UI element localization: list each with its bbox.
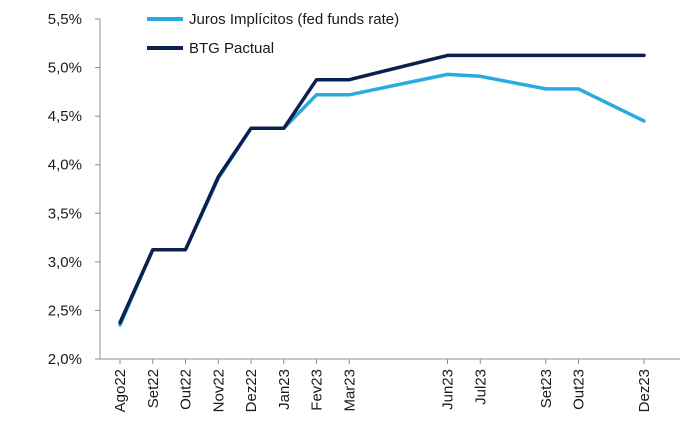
y-tick-label: 4,0% [48, 157, 82, 174]
y-tick-label: 4,5% [48, 108, 82, 125]
axes [95, 18, 680, 364]
legend: Juros Implícitos (fed funds rate) BTG Pac… [147, 11, 399, 57]
y-tick-label: 3,0% [48, 254, 82, 271]
y-tick-label: 5,0% [48, 60, 82, 77]
series-line-0 [118, 72, 646, 327]
y-tick-label: 3,5% [48, 205, 82, 222]
x-tick-labels: Ago22 Set22 Out22 Nov22 Dez22 Jan23 Fev23 Mar23… [112, 369, 653, 412]
x-tick-label: Nov22 [210, 369, 227, 412]
x-tick-label: Ago22 [112, 369, 129, 412]
x-tick-label: Out22 [178, 369, 195, 410]
series-lines [118, 53, 646, 327]
x-tick-label: Out23 [571, 369, 588, 410]
x-tick-label: Fev23 [309, 369, 326, 411]
x-tick-label: Jul23 [472, 369, 489, 405]
series-line-1 [118, 53, 646, 325]
x-tick-label: Jan23 [276, 369, 293, 410]
x-tick-label: Jun23 [440, 369, 457, 410]
x-tick-label: Dez22 [243, 369, 260, 412]
y-tick-label: 2,5% [48, 302, 82, 319]
legend-label-1: BTG Pactual [189, 40, 274, 57]
legend-label-0: Juros Implícitos (fed funds rate) [189, 11, 399, 28]
y-tick-labels: 2,0% 2,5% 3,0% 3,5% 4,0% 4,5% 5,0% 5,5% [48, 11, 82, 368]
x-tick-label: Set22 [145, 369, 162, 408]
x-tick-label: Set23 [538, 369, 555, 408]
y-tick-label: 5,5% [48, 11, 82, 28]
x-tick-label: Dez23 [636, 369, 653, 412]
y-tick-label: 2,0% [48, 351, 82, 368]
x-tick-label: Mar23 [341, 369, 358, 412]
